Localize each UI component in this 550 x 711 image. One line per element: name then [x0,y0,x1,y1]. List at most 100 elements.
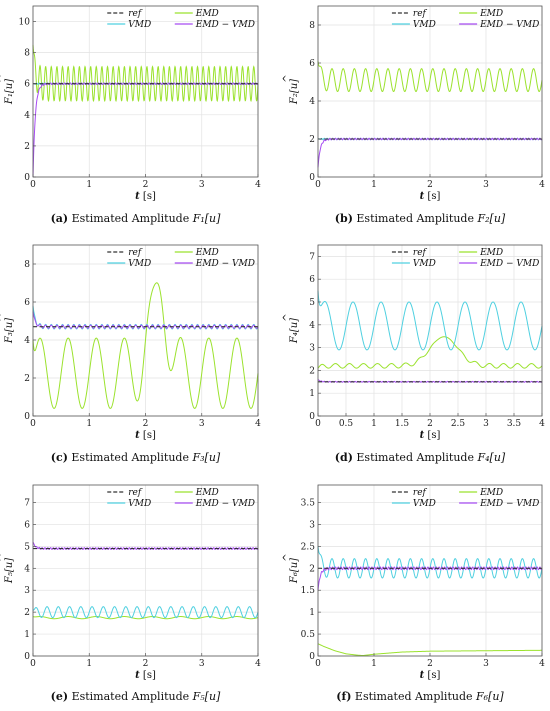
y-tick-label: 2 [24,608,30,618]
y-tick-label: 4 [24,111,30,121]
x-axis-variable: t [135,670,140,681]
legend-label-emd: EMD [479,488,503,498]
legend-label-emd-vmd: EMD − VMD [479,499,539,509]
caption-label: (e) [51,690,68,703]
x-tick-label: 1 [371,180,377,190]
x-tick-label: 0 [30,180,36,190]
x-tick-label: 4 [539,180,545,190]
x-tick-label: 1 [86,659,92,669]
y-tick-label: 6 [24,298,30,308]
legend-label-vmd: VMD [413,20,436,30]
y-tick-label: 4 [24,564,30,574]
x-tick-label: 2 [143,419,149,429]
caption-symbol: F₄[u] [476,451,505,464]
legend-label-vmd: VMD [413,499,436,509]
x-axis-variable: t [420,191,425,202]
caption-text: Estimated Amplitude [72,690,193,703]
legend-label-ref: ref [128,488,143,498]
y-tick-label: 0 [309,412,315,422]
x-axis-variable: t [135,191,140,202]
y-tick-label: 5 [24,542,30,552]
x-tick-label: 0 [315,180,321,190]
series-emd-line [32,616,259,620]
panel-caption: (d) Estimated Amplitude F₄[u] [335,451,506,464]
panel-caption: (e) Estimated Amplitude F₅[u] [51,690,221,703]
x-axis-unit: [s] [424,670,440,681]
panel-caption: (a) Estimated Amplitude F₁[u] [51,212,222,225]
x-axis-unit: [s] [424,430,440,441]
x-tick-label: 0 [30,419,36,429]
caption-symbol: F₁[u] [192,212,221,225]
caption-symbol: F₃[u] [191,451,220,464]
legend-label-emd-vmd: EMD − VMD [479,259,539,269]
x-tick-label: 2 [143,659,149,669]
x-axis-unit: [s] [140,430,156,441]
x-tick-label: 4 [255,659,261,669]
y-tick-label: 0 [24,652,30,662]
y-axis-label: F₃[u] [4,318,15,344]
y-tick-label: 7 [24,499,30,509]
caption-label: (b) [335,212,353,225]
y-tick-label: 1.5 [301,586,316,596]
x-axis-label: t [s] [420,191,441,202]
x-tick-label: 0 [315,659,321,669]
panel-caption: (f) Estimated Amplitude F₆[u] [336,690,504,703]
y-tick-label: 4 [309,321,315,331]
legend-label-emd-vmd: EMD − VMD [479,20,539,30]
x-axis-label: t [s] [420,430,441,441]
legend-label-ref: ref [413,488,428,498]
x-tick-label: 1 [86,180,92,190]
y-axis-label: F₄[u] [289,318,300,344]
legend-label-vmd: VMD [128,20,151,30]
caption-symbol: F₅[u] [192,690,221,703]
y-tick-label: 2 [24,374,30,384]
caption-text: Estimated Amplitude [356,451,477,464]
x-axis-unit: [s] [424,191,440,202]
x-tick-label: 4 [255,419,261,429]
caption-label: (f) [336,690,351,703]
legend-label-emd: EMD [479,248,503,258]
caption-text: Estimated Amplitude [71,451,192,464]
caption-text: Estimated Amplitude [355,690,476,703]
legend-label-emd-vmd: EMD − VMD [195,499,255,509]
y-axis-hat: ^ [0,553,8,561]
y-tick-label: 2 [309,135,315,145]
y-tick-label: 0.5 [301,630,316,640]
y-tick-label: 0 [309,173,315,183]
legend-label-emd: EMD [195,488,219,498]
series-vmd-line [317,290,543,351]
caption-label: (d) [335,451,353,464]
x-tick-label: 3 [199,659,205,669]
y-tick-label: 6 [309,59,315,69]
series-emd-line [317,336,543,369]
y-tick-label: 2.5 [301,542,316,552]
x-tick-label: 3 [199,180,205,190]
x-tick-label: 3.5 [507,419,522,429]
x-tick-label: 2 [427,659,433,669]
x-tick-label: 4 [539,419,545,429]
caption-text: Estimated Amplitude [72,212,193,225]
legend-label-emd: EMD [195,248,219,258]
legend-label-emd: EMD [479,9,503,19]
x-tick-label: 1 [371,659,377,669]
y-tick-label: 8 [309,21,315,31]
y-tick-label: 5 [309,298,315,308]
y-axis-hat: ^ [282,313,293,321]
x-tick-label: 3 [483,659,489,669]
y-axis-label: F₁[u] [4,79,15,105]
y-tick-label: 6 [309,275,315,285]
y-tick-label: 4 [24,336,30,346]
caption-symbol: F₆[u] [475,690,504,703]
y-tick-label: 3 [309,344,315,354]
y-tick-label: 1 [24,630,30,640]
y-tick-label: 4 [309,97,315,107]
x-axis-variable: t [420,430,425,441]
y-tick-label: 6 [24,80,30,90]
series-vmd-line [32,606,259,619]
legend-label-vmd: VMD [128,499,151,509]
caption-text: Estimated Amplitude [356,212,477,225]
x-tick-label: 3 [483,180,489,190]
